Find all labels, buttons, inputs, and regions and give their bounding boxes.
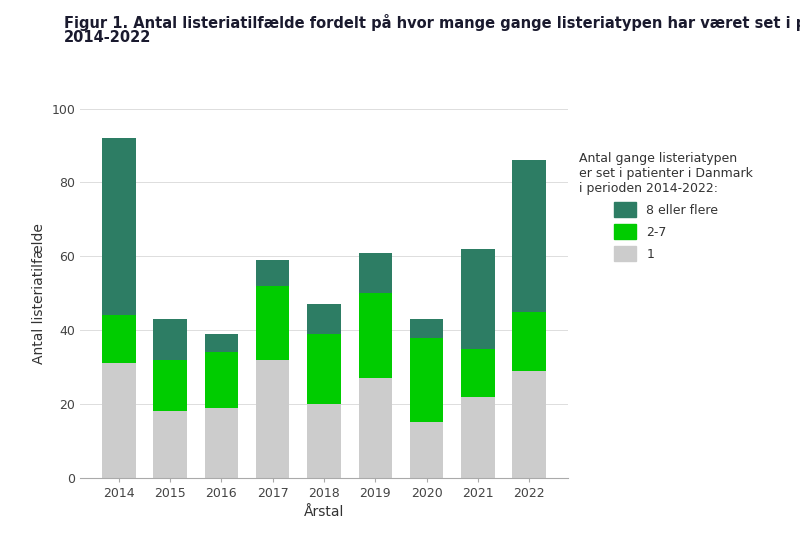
Bar [513, 160, 546, 312]
Bar [154, 319, 187, 359]
Bar [307, 404, 341, 478]
Bar [461, 396, 494, 478]
Legend: 8 eller flere, 2-7, 1: 8 eller flere, 2-7, 1 [579, 152, 753, 261]
Y-axis label: Antal listeriatilfælde: Antal listeriatilfælde [32, 223, 46, 364]
Bar [410, 338, 443, 422]
Bar [154, 412, 187, 478]
Bar [256, 260, 290, 286]
Bar [461, 249, 494, 349]
Bar [256, 286, 290, 359]
Bar [102, 315, 135, 363]
Bar [410, 422, 443, 478]
Bar [205, 408, 238, 478]
Bar [205, 352, 238, 408]
Bar [513, 371, 546, 478]
Bar [358, 378, 392, 478]
Bar [307, 304, 341, 334]
Bar [102, 138, 135, 315]
Bar [256, 359, 290, 478]
Bar [513, 312, 546, 371]
Bar [307, 334, 341, 404]
Bar [205, 334, 238, 352]
Bar [410, 319, 443, 338]
Bar [461, 349, 494, 396]
Bar [154, 359, 187, 412]
Text: Figur 1. Antal listeriatilfælde fordelt på hvor mange gange listeriatypen har væ: Figur 1. Antal listeriatilfælde fordelt … [64, 14, 800, 30]
Bar [102, 363, 135, 478]
Text: 2014-2022: 2014-2022 [64, 30, 151, 45]
Bar [358, 293, 392, 378]
X-axis label: Årstal: Årstal [304, 506, 344, 520]
Bar [358, 252, 392, 293]
